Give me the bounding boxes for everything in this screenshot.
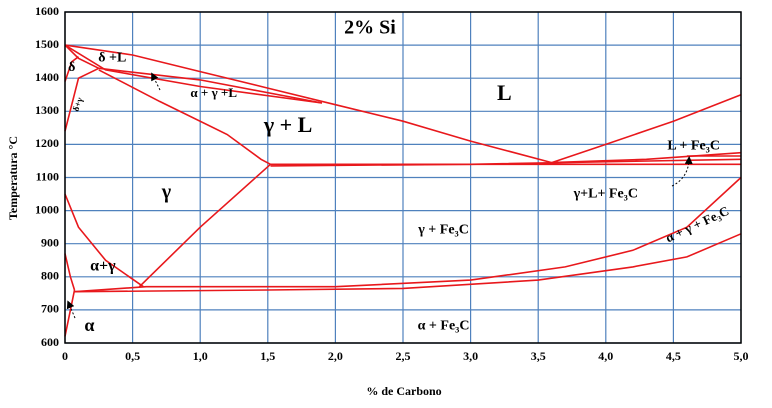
phase-line xyxy=(98,69,271,166)
x-axis-label: % de Carbono xyxy=(366,384,441,398)
arrow xyxy=(671,156,693,187)
phase-line xyxy=(64,67,100,132)
phase-line xyxy=(64,193,144,288)
x-tick-label: 4,0 xyxy=(598,349,613,363)
y-tick-label: 800 xyxy=(41,269,59,283)
region-label: γ + L xyxy=(263,112,313,137)
x-tick-label: 1,5 xyxy=(260,349,275,363)
phase-line xyxy=(270,158,742,167)
x-tick-label: 0,5 xyxy=(125,349,140,363)
arrow xyxy=(66,300,76,319)
region-label: γ+L+ Fe₃C xyxy=(573,186,638,201)
region-label: δ+γ xyxy=(71,95,85,112)
region-label: α xyxy=(84,315,94,335)
arrow xyxy=(151,72,161,91)
chart-title: 2% Si xyxy=(344,17,396,39)
y-axis-label: Temperatura °C xyxy=(6,136,20,220)
y-tick-label: 600 xyxy=(41,335,59,349)
region-label: α + Fe₃C xyxy=(418,319,470,334)
x-tick-label: 5,0 xyxy=(734,349,749,363)
x-tick-label: 4,5 xyxy=(666,349,681,363)
region-label: L xyxy=(497,80,512,105)
region-label: α+γ xyxy=(90,258,116,275)
phase-line xyxy=(64,56,79,82)
y-tick-label: 900 xyxy=(41,235,59,249)
phase-line xyxy=(98,67,323,104)
phase-line xyxy=(551,94,742,164)
region-label: δ +L xyxy=(98,51,126,66)
phase-line xyxy=(74,233,742,293)
y-tick-label: 1600 xyxy=(35,4,59,18)
region-label: α + γ +L xyxy=(190,85,237,100)
phase-line xyxy=(64,44,100,70)
region-label: γ + Fe₃C xyxy=(417,223,469,238)
region-label: δ xyxy=(68,60,75,75)
plot-frame xyxy=(64,11,742,344)
y-tick-label: 1300 xyxy=(35,103,59,117)
x-tick-label: 1,0 xyxy=(193,349,208,363)
x-tick-label: 2,5 xyxy=(396,349,411,363)
y-tick-label: 1400 xyxy=(35,70,59,84)
y-tick-label: 1000 xyxy=(35,202,59,216)
phase-line xyxy=(551,151,742,164)
region-label: γ xyxy=(161,181,172,203)
phase-line xyxy=(64,44,552,164)
y-tick-label: 1200 xyxy=(35,136,59,150)
x-tick-label: 2,0 xyxy=(328,349,343,363)
y-tick-label: 700 xyxy=(41,302,59,316)
x-tick-label: 3,5 xyxy=(531,349,546,363)
y-tick-label: 1100 xyxy=(36,169,59,183)
y-tick-label: 1500 xyxy=(35,37,59,51)
x-tick-label: 0 xyxy=(62,349,68,363)
x-tick-label: 3,0 xyxy=(463,349,478,363)
phase-line xyxy=(74,176,742,293)
region-label: L + Fe₃C xyxy=(667,138,720,153)
phase-line xyxy=(64,253,76,291)
phase-line xyxy=(138,163,272,288)
